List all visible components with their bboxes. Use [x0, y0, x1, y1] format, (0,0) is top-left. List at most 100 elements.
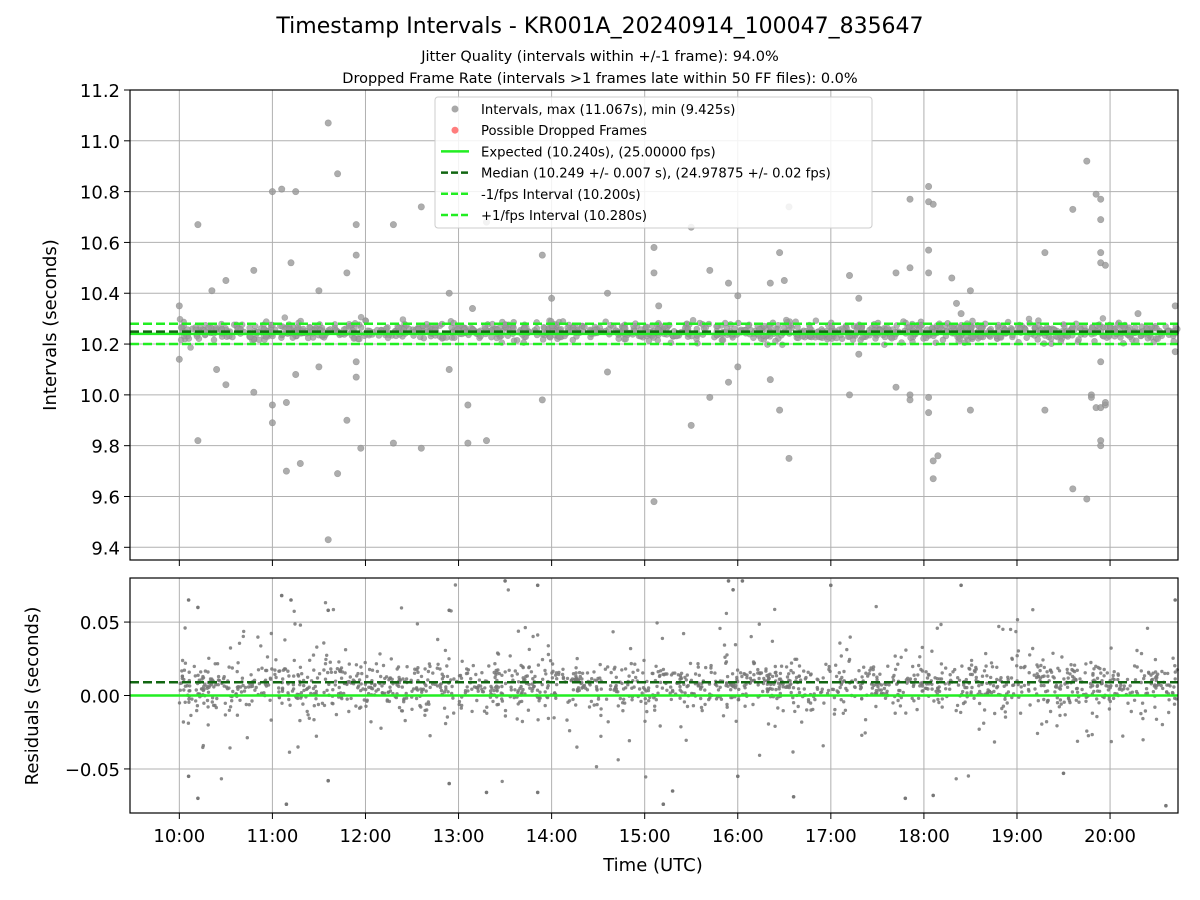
residual-point [365, 699, 369, 703]
residual-point [703, 688, 707, 692]
residual-point [183, 684, 188, 688]
residual-point [575, 687, 580, 692]
residual-point [773, 607, 777, 612]
residual-point [904, 648, 908, 652]
residual-point [333, 670, 338, 674]
residual-point [1040, 722, 1044, 726]
residual-outlier-point [326, 608, 331, 613]
interval-outlier-point [1069, 485, 1077, 493]
residual-point [574, 671, 578, 675]
residual-point [1059, 684, 1063, 688]
residual-point [325, 653, 329, 657]
x-tick-label: 15:00 [619, 826, 671, 847]
residual-point [901, 690, 905, 695]
residual-point [960, 664, 964, 668]
residual-point [968, 672, 973, 677]
residual-point [930, 687, 934, 691]
residual-point [470, 709, 474, 714]
residual-point [877, 688, 881, 692]
residual-point [641, 686, 646, 690]
residual-point [529, 670, 534, 674]
residual-point [1058, 687, 1063, 691]
residual-point [864, 671, 868, 675]
interval-outlier-point [655, 302, 663, 310]
residual-point [669, 697, 673, 702]
y-tick-label: 10.8 [80, 183, 120, 204]
residual-point [765, 690, 770, 694]
y-tick-label: 10.2 [80, 335, 120, 356]
residual-point [669, 685, 673, 689]
residual-point [883, 696, 888, 700]
residual-point [292, 609, 296, 613]
interval-outlier-point [934, 452, 942, 460]
residual-point [606, 720, 610, 724]
residual-point [830, 687, 834, 691]
interval-point [622, 335, 630, 343]
residual-point [244, 702, 248, 707]
residual-point [399, 709, 404, 713]
y-tick-label: 10.6 [80, 233, 120, 254]
residual-point [1011, 683, 1015, 688]
residual-point [367, 667, 372, 672]
residual-point [1161, 686, 1165, 691]
interval-outlier-point [892, 269, 900, 277]
residual-point [1039, 663, 1043, 668]
residual-point [774, 670, 778, 674]
interval-point [187, 344, 194, 351]
residual-point [459, 706, 463, 710]
residual-point [798, 678, 803, 682]
interval-outlier-point [855, 350, 863, 358]
residual-point [954, 777, 958, 781]
residual-point [307, 685, 311, 689]
interval-outlier-point [222, 276, 230, 284]
interval-point [1075, 336, 1082, 343]
residual-point [1112, 670, 1116, 674]
residual-point [235, 685, 240, 689]
residual-point [797, 690, 802, 695]
residual-point [860, 696, 864, 701]
residual-point [886, 664, 890, 668]
interval-outlier-point [417, 203, 425, 211]
residual-point [477, 678, 482, 682]
residual-point [503, 681, 508, 686]
interval-point [246, 324, 253, 332]
residual-point [546, 684, 550, 688]
interval-point [1034, 336, 1041, 343]
residual-point [1062, 700, 1066, 704]
interval-outlier-point [855, 294, 863, 302]
residual-point [1003, 697, 1007, 701]
residual-point [688, 661, 693, 666]
residual-point [178, 681, 182, 686]
residual-point [585, 671, 590, 675]
residual-point [730, 684, 734, 688]
residual-point [521, 665, 525, 670]
residual-point [614, 675, 618, 679]
residual-point [375, 669, 380, 674]
residual-point [713, 671, 717, 675]
residual-point [1015, 618, 1020, 622]
interval-outlier-point [906, 396, 914, 404]
residual-point [682, 682, 686, 687]
residual-point [571, 688, 576, 692]
residual-point [304, 687, 309, 692]
residual-point [383, 676, 387, 681]
residual-point [345, 697, 349, 701]
residual-point [491, 699, 495, 704]
residual-point [633, 662, 637, 666]
residual-point [1068, 700, 1072, 705]
interval-outlier-point [780, 276, 788, 284]
residual-point [423, 667, 427, 671]
residual-point [1122, 684, 1127, 688]
residual-outlier-point [931, 793, 935, 798]
residual-point [867, 672, 871, 676]
residual-point [443, 648, 448, 653]
residual-point [343, 671, 347, 675]
residual-point [575, 656, 579, 661]
interval-outlier-point [296, 459, 304, 467]
residual-point [685, 673, 689, 677]
residual-point [599, 687, 603, 691]
residual-point [1159, 683, 1163, 688]
residual-point [1084, 662, 1088, 666]
residual-point [436, 662, 440, 666]
